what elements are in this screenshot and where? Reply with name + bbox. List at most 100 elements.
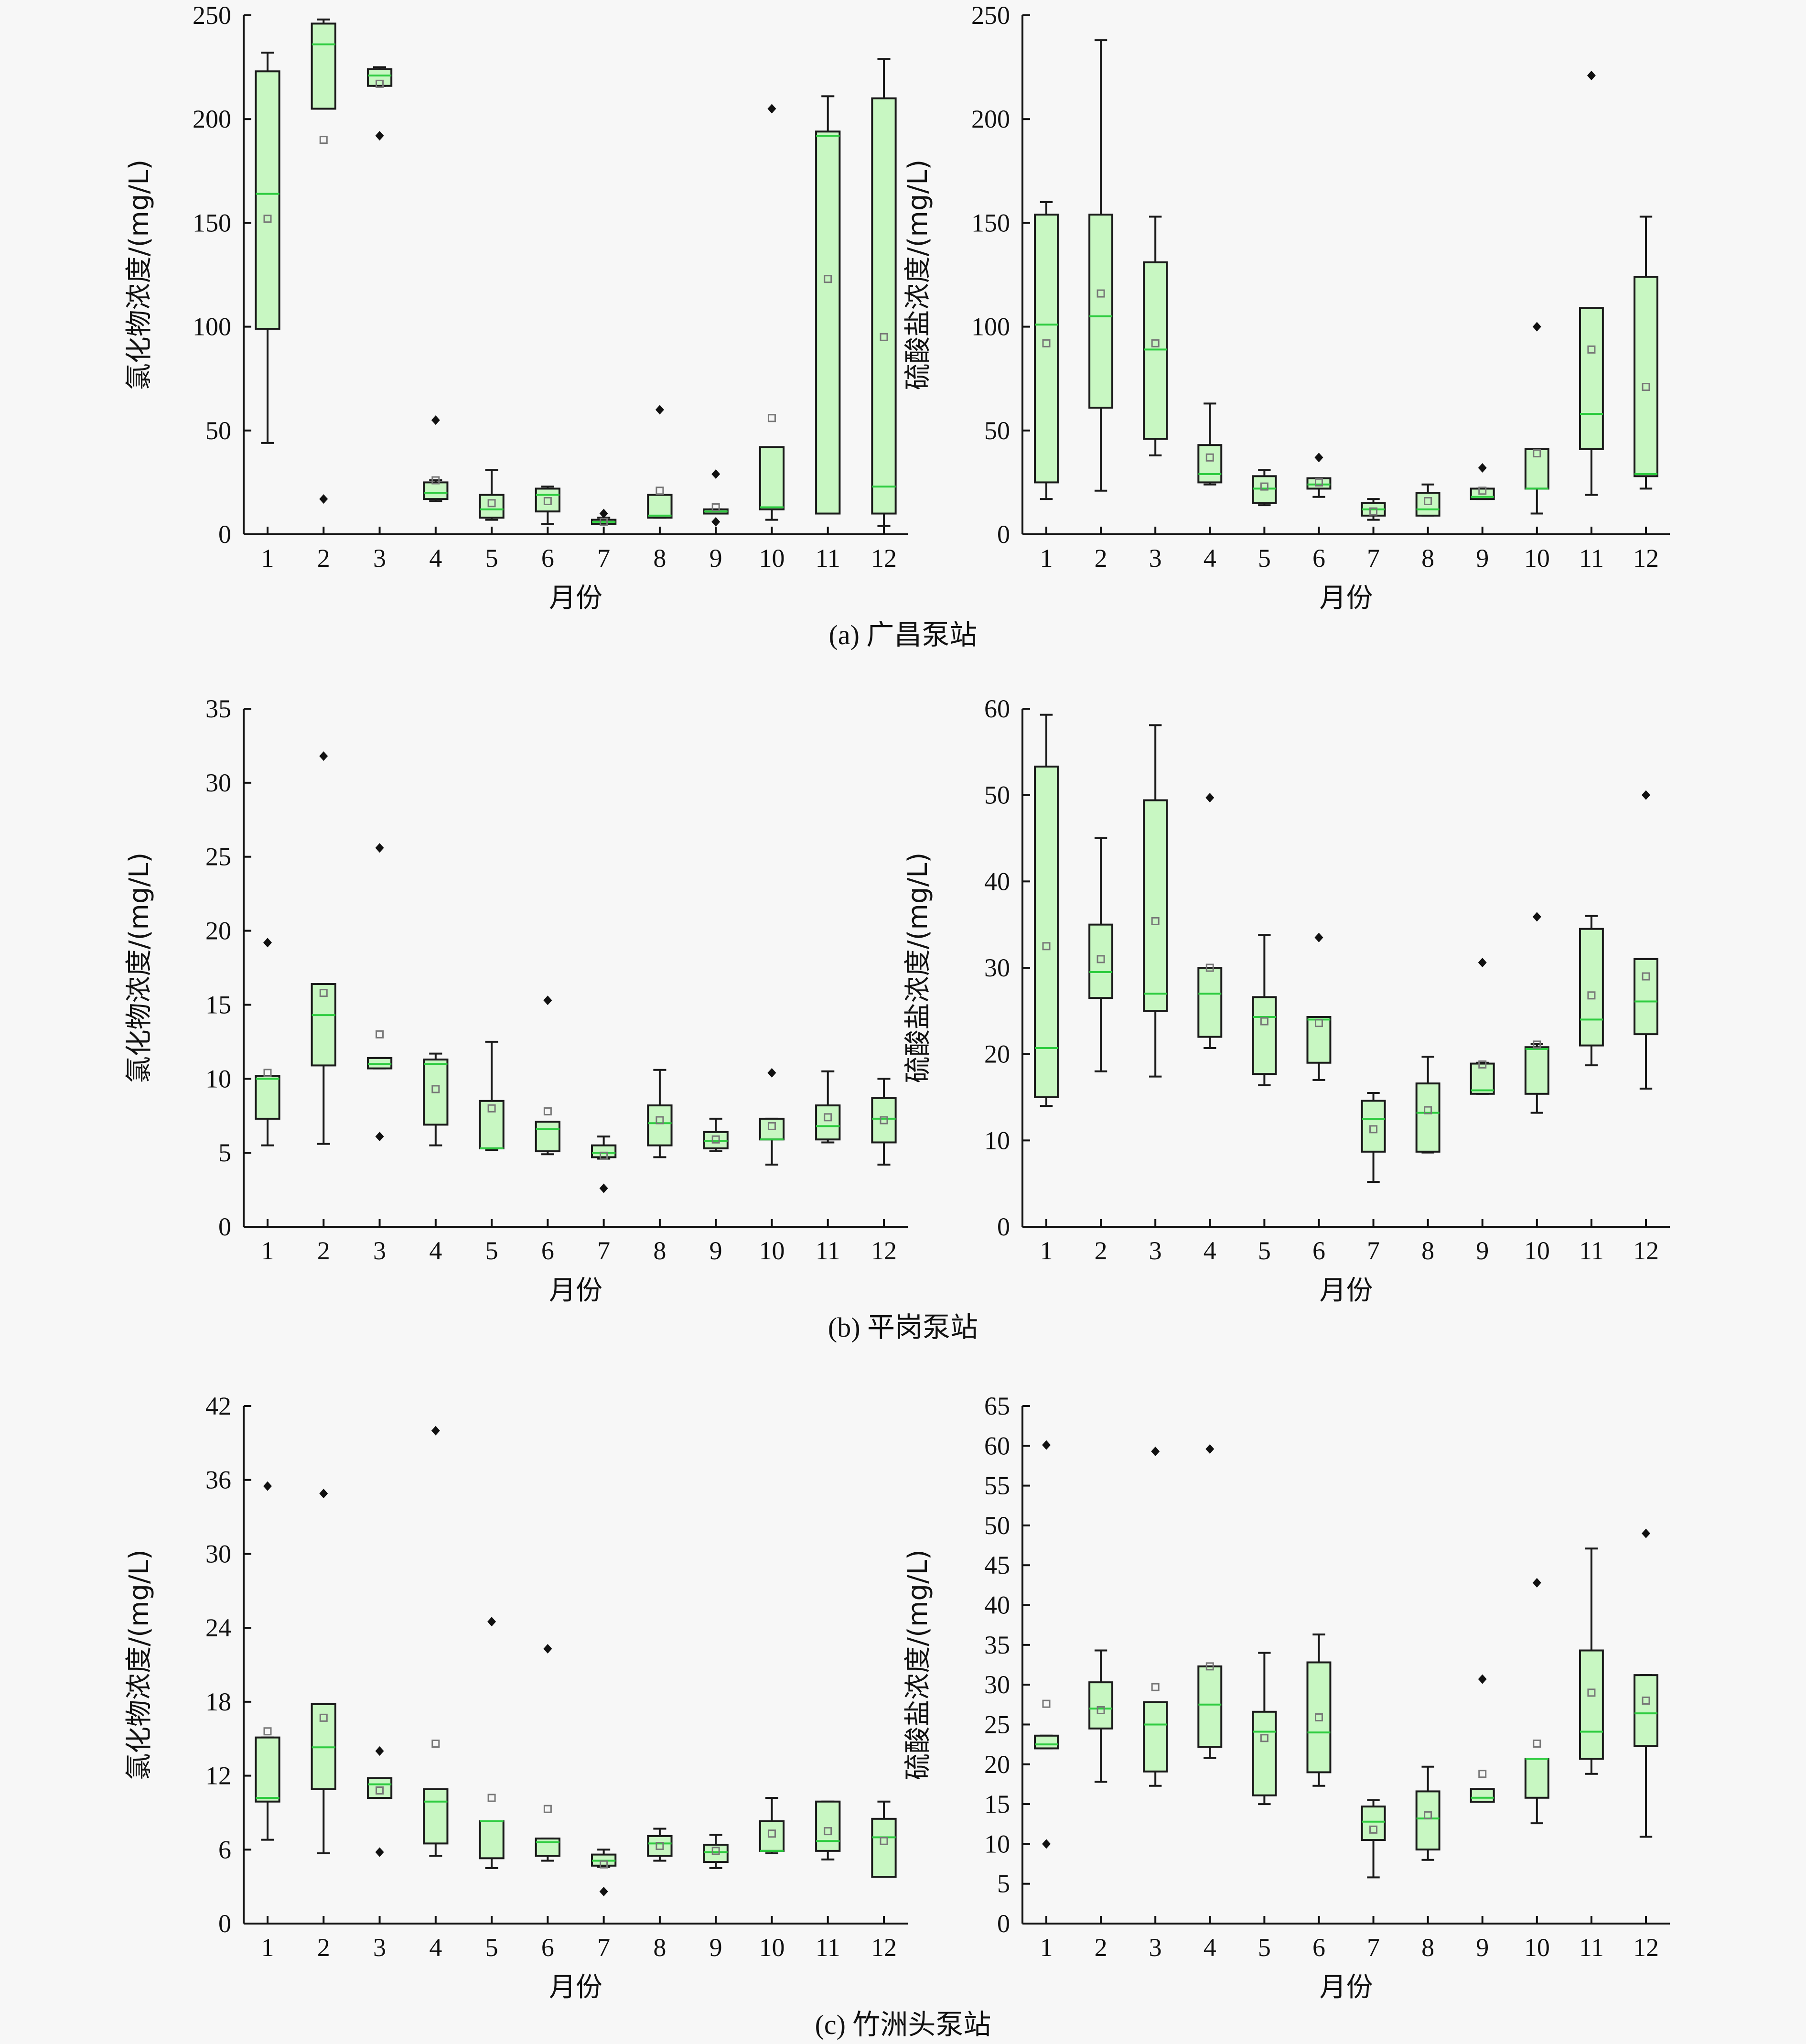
iqr-box xyxy=(423,1788,449,1845)
outlier-point xyxy=(1532,322,1541,332)
box-month-3 xyxy=(366,66,393,141)
outlier-point xyxy=(543,1644,552,1654)
box-month-4 xyxy=(1197,793,1223,1049)
mean-marker xyxy=(1260,1734,1268,1742)
box-month-8 xyxy=(1415,483,1440,517)
box-month-11 xyxy=(815,1070,841,1144)
mean-marker xyxy=(824,1827,832,1836)
box-month-10 xyxy=(1524,1578,1549,1825)
y-tick-label: 5 xyxy=(218,1138,231,1167)
y-tick-label: 20 xyxy=(984,1040,1010,1069)
y-tick-label: 24 xyxy=(205,1613,231,1642)
y-tick-label: 150 xyxy=(193,208,231,237)
outlier-point xyxy=(599,1183,608,1193)
outlier-point xyxy=(1642,1528,1650,1538)
mean-marker xyxy=(1096,955,1105,963)
outlier-point xyxy=(375,1132,384,1142)
x-tick-label: 2 xyxy=(317,1236,330,1265)
y-tick-label: 0 xyxy=(997,1212,1010,1241)
mean-marker xyxy=(1096,1706,1105,1714)
mean-marker xyxy=(1151,917,1160,925)
iqr-box xyxy=(423,481,449,500)
iqr-box xyxy=(759,446,785,510)
box-month-6 xyxy=(1306,1633,1332,1787)
mean-marker xyxy=(1260,1017,1268,1026)
x-tick-label: 7 xyxy=(597,1933,610,1962)
mean-marker xyxy=(880,1116,888,1125)
y-tick-label: 30 xyxy=(205,768,231,797)
x-tick-label: 7 xyxy=(597,544,610,573)
y-axis-label: 硫酸盐浓度/(mg/L) xyxy=(903,1549,934,1780)
box-month-10 xyxy=(759,1068,785,1166)
x-tick-label: 2 xyxy=(317,1933,330,1962)
box-month-12 xyxy=(871,1078,897,1166)
mean-marker xyxy=(767,1122,776,1130)
x-tick-label: 1 xyxy=(261,1236,274,1265)
box-month-12 xyxy=(1634,790,1658,1090)
mean-marker xyxy=(487,499,496,508)
iqr-box xyxy=(1470,1062,1495,1095)
iqr-box xyxy=(1034,214,1059,484)
box-month-7 xyxy=(591,1136,617,1193)
iqr-box xyxy=(366,1777,393,1799)
box-month-5 xyxy=(1252,1652,1277,1806)
outlier-point xyxy=(1314,932,1323,942)
mean-marker xyxy=(1587,991,1596,1000)
mean-marker xyxy=(600,1151,608,1160)
x-tick-label: 5 xyxy=(485,544,498,573)
x-tick-label: 4 xyxy=(1204,1933,1216,1962)
mean-marker xyxy=(1424,1106,1432,1114)
mean-marker xyxy=(319,136,328,144)
mean-marker xyxy=(767,414,776,422)
iqr-box xyxy=(1088,1681,1114,1730)
box-month-3 xyxy=(1143,1446,1168,1787)
iqr-box xyxy=(1579,1649,1604,1760)
mean-marker xyxy=(1533,1739,1541,1748)
mean-marker xyxy=(711,503,720,512)
iqr-box xyxy=(1034,766,1059,1098)
iqr-box xyxy=(871,97,897,515)
mean-marker xyxy=(1205,453,1214,462)
y-tick-label: 18 xyxy=(205,1687,231,1716)
outlier-point xyxy=(655,405,664,415)
box-month-10 xyxy=(1524,912,1549,1114)
x-tick-label: 9 xyxy=(1476,544,1489,573)
iqr-box xyxy=(535,1121,560,1153)
outlier-point xyxy=(375,843,384,853)
box-month-9 xyxy=(1470,1674,1495,1803)
iqr-box xyxy=(1143,1701,1168,1773)
box-month-8 xyxy=(647,1828,673,1862)
x-tick-label: 5 xyxy=(1258,1933,1271,1962)
x-axis-label: 月份 xyxy=(1320,583,1373,614)
iqr-box xyxy=(311,22,336,110)
iqr-box xyxy=(255,70,280,330)
iqr-box xyxy=(255,1075,280,1120)
outlier-point xyxy=(599,1886,608,1896)
box-month-5 xyxy=(479,1040,505,1151)
x-tick-label: 7 xyxy=(1367,1933,1380,1962)
y-tick-label: 40 xyxy=(984,867,1010,896)
x-tick-label: 6 xyxy=(541,1236,554,1265)
y-tick-label: 40 xyxy=(984,1591,1010,1620)
outlier-point xyxy=(767,1068,776,1078)
x-tick-label: 9 xyxy=(710,1933,722,1962)
x-tick-label: 1 xyxy=(1040,1933,1053,1962)
box-month-12 xyxy=(1634,216,1658,490)
mean-marker xyxy=(1424,1811,1432,1819)
x-tick-label: 10 xyxy=(759,544,785,573)
y-tick-label: 0 xyxy=(997,520,1010,549)
mean-marker xyxy=(1314,478,1323,487)
mean-marker xyxy=(1478,487,1487,495)
y-tick-label: 6 xyxy=(218,1835,231,1864)
box-month-4 xyxy=(423,415,449,502)
x-tick-label: 11 xyxy=(816,1933,840,1962)
x-tick-label: 9 xyxy=(1476,1236,1489,1265)
mean-marker xyxy=(600,1860,608,1869)
x-tick-label: 1 xyxy=(1040,1236,1053,1265)
iqr-box xyxy=(871,1817,897,1878)
mean-marker xyxy=(1478,1060,1487,1069)
mean-marker xyxy=(1260,482,1268,491)
mean-marker xyxy=(376,1030,384,1038)
